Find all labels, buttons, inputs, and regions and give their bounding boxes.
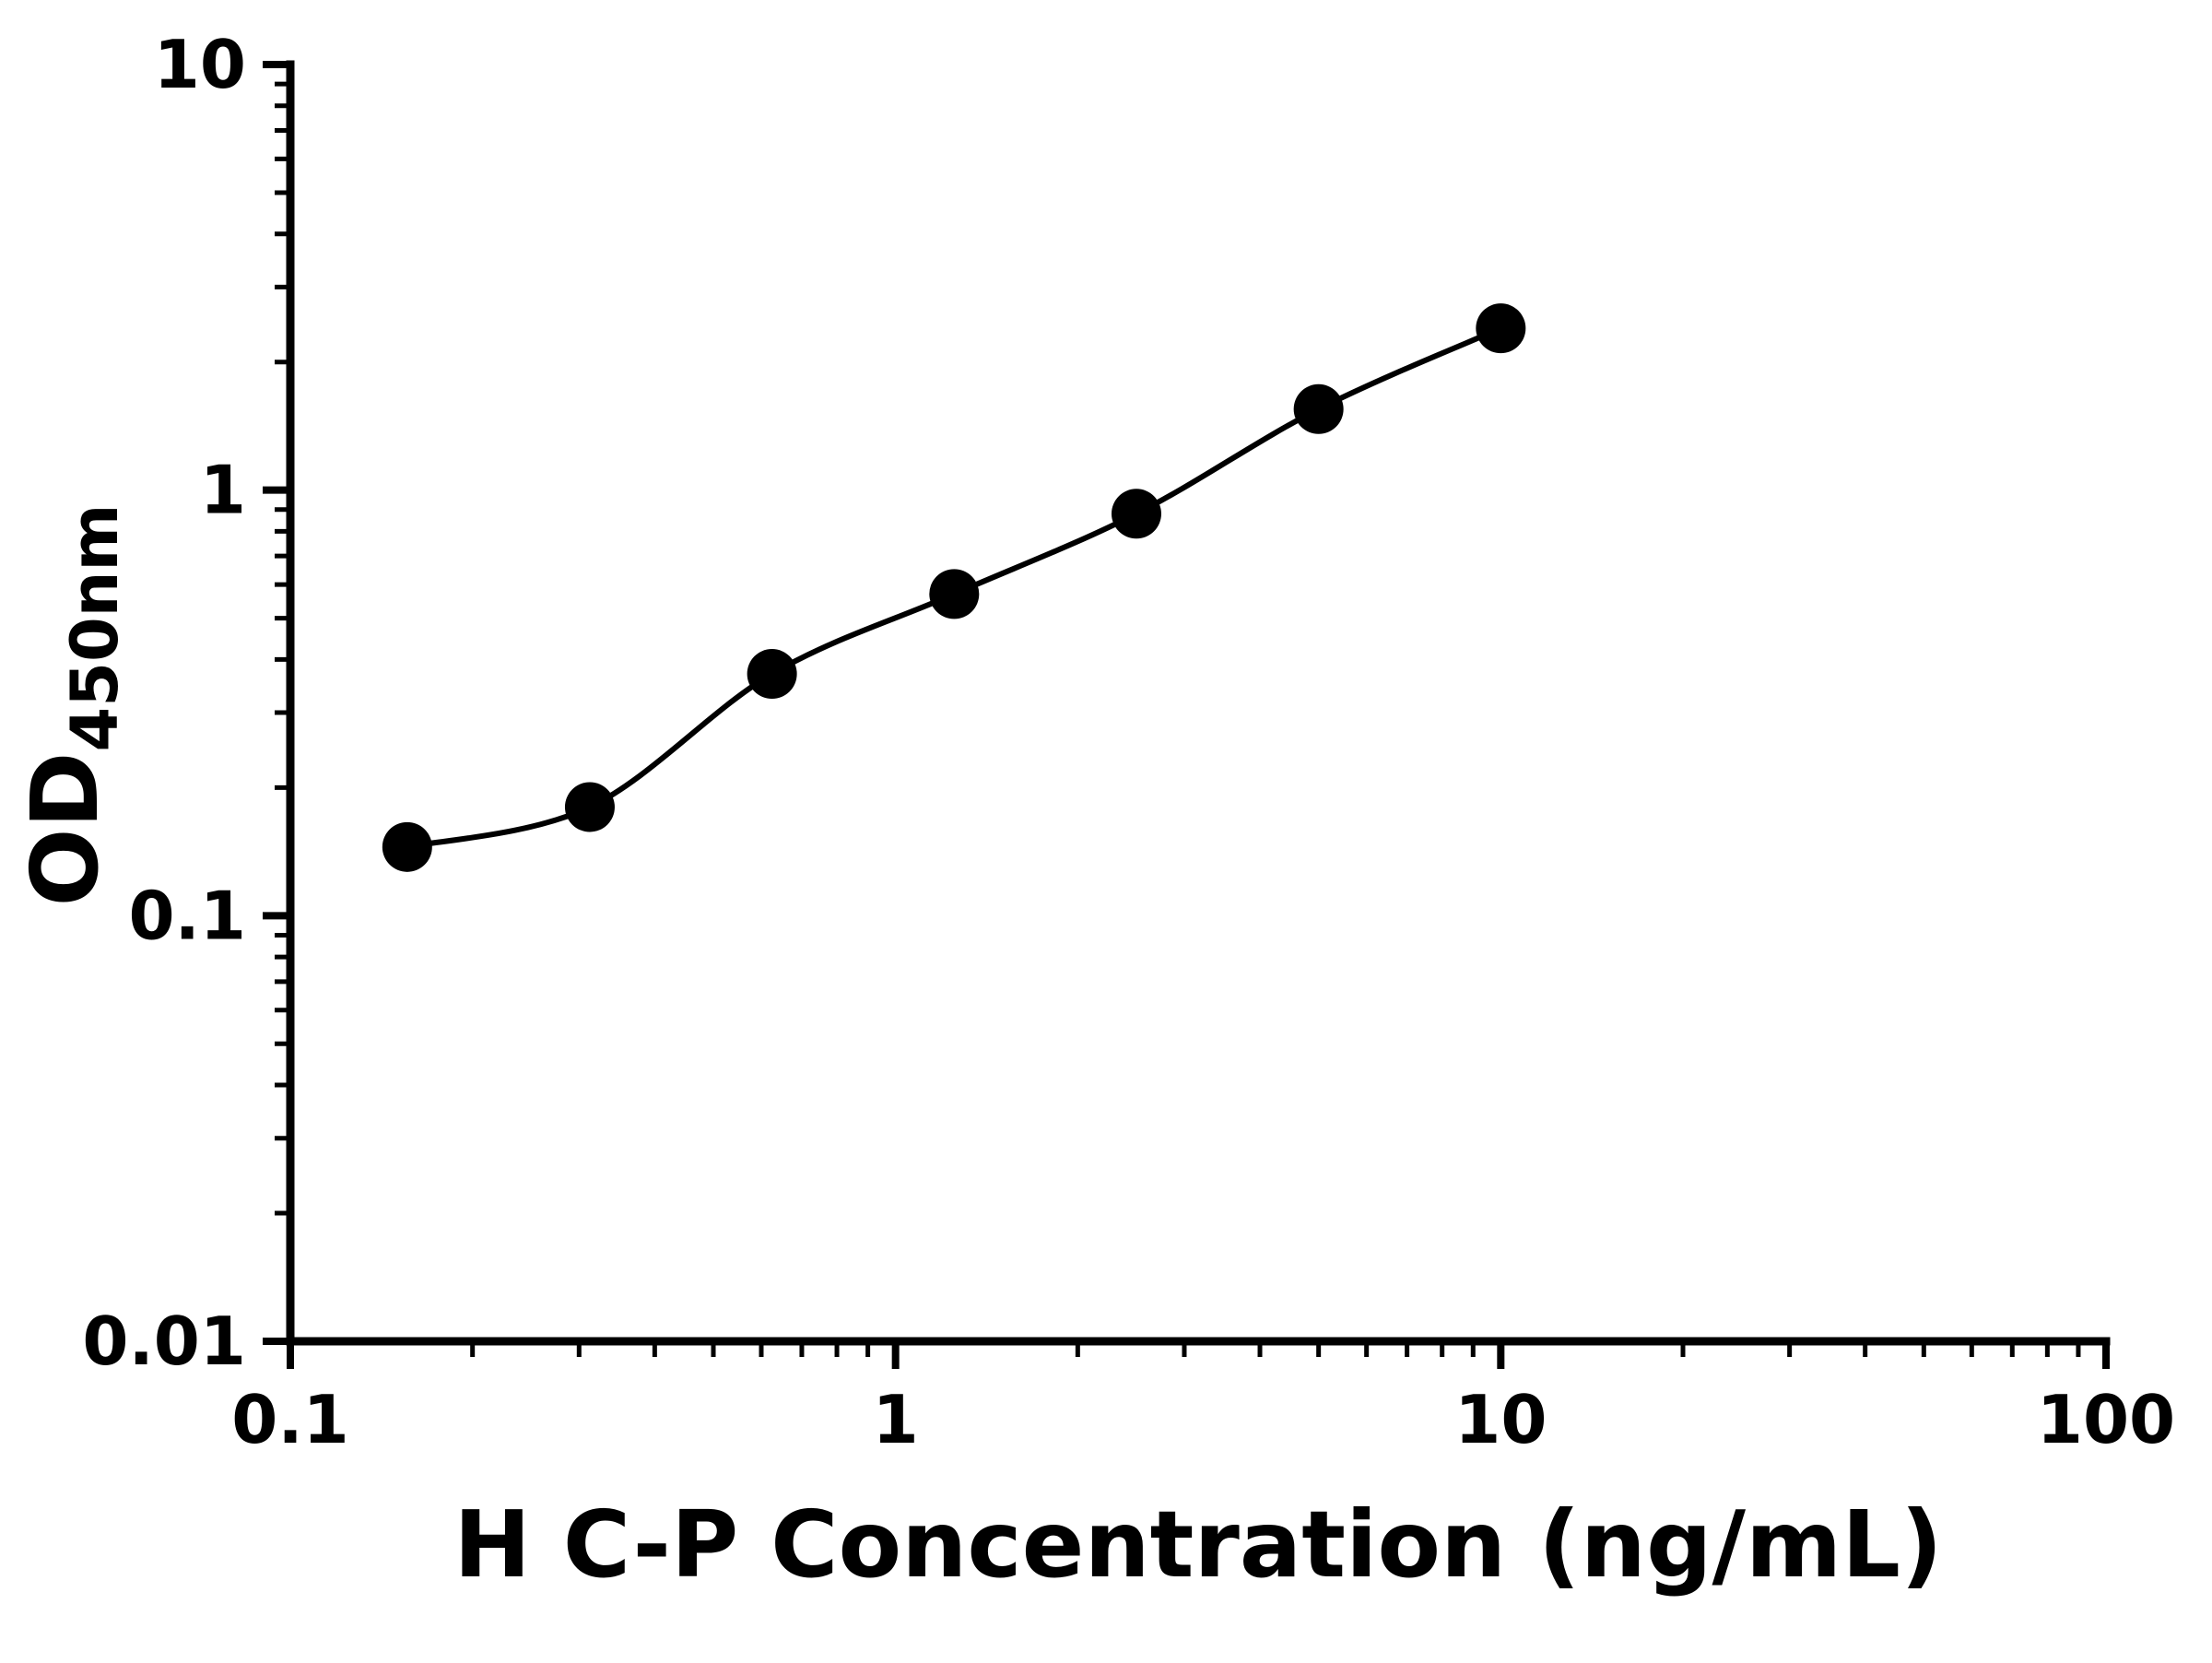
data-points (382, 303, 1526, 872)
y-axis-title: OD450nm (11, 504, 133, 907)
y-tick-label: 1 (200, 452, 246, 529)
data-point-marker (1111, 489, 1161, 539)
x-axis-ticks (287, 1341, 2110, 1369)
y-tick-label: 0.01 (82, 1303, 246, 1380)
x-axis-tick-labels: 0.1 1 10 100 (231, 1381, 2175, 1458)
y-axis-title-subscript: 450nm (57, 504, 133, 752)
y-axis-tick-labels: 0.01 0.1 1 10 (82, 26, 246, 1380)
data-point-marker (929, 569, 980, 619)
y-tick-label: 10 (154, 26, 246, 103)
y-tick-label: 0.1 (128, 877, 246, 954)
x-axis-title: H C-P Concentration (ng/mL) (453, 1491, 1942, 1598)
x-tick-label: 0.1 (231, 1381, 349, 1458)
data-point-marker (382, 821, 432, 872)
data-point-marker (1293, 383, 1344, 434)
data-point-marker (747, 649, 797, 700)
x-tick-label: 100 (2037, 1381, 2175, 1458)
axis-spine (286, 60, 2111, 1346)
y-axis-title-main: OD (11, 751, 119, 906)
data-point-marker (564, 782, 615, 832)
x-tick-label: 10 (1454, 1381, 1547, 1458)
data-point-marker (1476, 303, 1526, 354)
axes-spines (286, 60, 2111, 1346)
x-tick-label: 1 (873, 1381, 919, 1458)
y-axis-ticks (263, 61, 290, 1345)
